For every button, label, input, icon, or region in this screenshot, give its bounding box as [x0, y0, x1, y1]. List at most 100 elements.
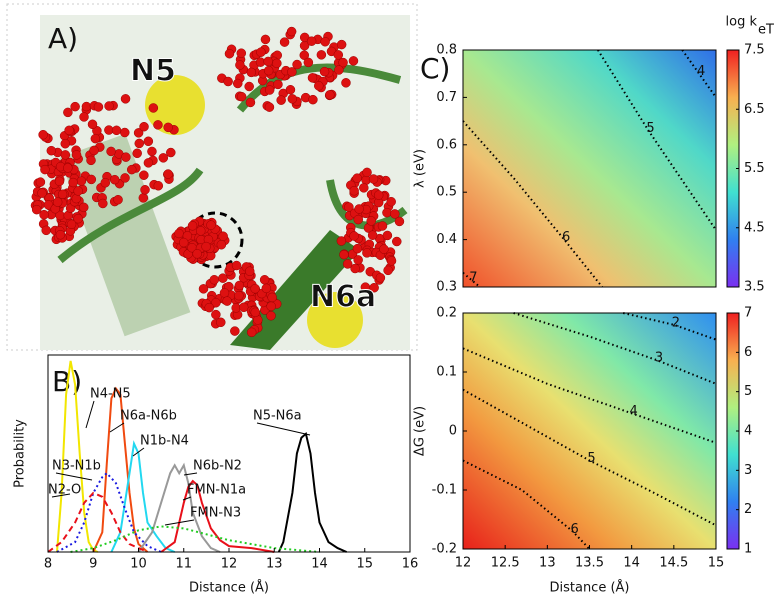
- atom: [308, 73, 317, 82]
- atom: [260, 275, 269, 284]
- y-axis-label: λ (eV): [413, 149, 428, 188]
- atom: [280, 38, 289, 47]
- atom: [379, 245, 388, 254]
- atom: [56, 230, 65, 239]
- atom: [144, 158, 153, 167]
- atom: [317, 50, 326, 59]
- atom: [87, 156, 96, 165]
- y-tick-label: 0.8: [436, 43, 457, 58]
- atom: [202, 242, 211, 251]
- atom: [42, 226, 51, 235]
- atom: [286, 85, 295, 94]
- atom: [265, 103, 274, 112]
- series-label: FMN-N3: [190, 506, 241, 521]
- contour-label: 5: [646, 121, 654, 136]
- y-tick-label: 0.7: [436, 90, 457, 105]
- atom: [196, 226, 205, 235]
- atom: [47, 146, 56, 155]
- atom: [256, 48, 265, 57]
- atom: [367, 216, 376, 225]
- series-label: N5-N6a: [253, 409, 302, 424]
- atom: [94, 102, 103, 111]
- series-label: FMN-N1a: [187, 483, 246, 498]
- atom: [265, 86, 274, 95]
- atom: [234, 291, 243, 300]
- atom: [230, 327, 239, 336]
- series-label: N2-O: [48, 483, 81, 498]
- atom: [110, 175, 119, 184]
- atom: [149, 103, 158, 112]
- atom: [277, 96, 286, 105]
- atom: [58, 190, 67, 199]
- atom: [120, 128, 129, 137]
- y-tick-label: 0: [449, 424, 457, 439]
- atom: [32, 205, 41, 214]
- series-line: [279, 434, 347, 552]
- atom: [39, 130, 48, 139]
- atom: [233, 79, 242, 88]
- y-tick-label: -0.1: [432, 483, 457, 498]
- atom: [154, 181, 163, 190]
- series-line: [71, 526, 320, 552]
- atom: [55, 177, 64, 186]
- atom: [392, 237, 401, 246]
- atom: [121, 173, 130, 182]
- atom: [164, 170, 173, 179]
- atom: [67, 220, 76, 229]
- series-label: N6b-N2: [193, 459, 242, 474]
- atom: [287, 27, 296, 36]
- atom: [223, 297, 232, 306]
- atom: [77, 177, 86, 186]
- y-tick-label: -0.2: [432, 542, 457, 557]
- atom: [251, 308, 260, 317]
- atom: [354, 255, 363, 264]
- atom: [288, 94, 297, 103]
- series-label: N6a-N6b: [120, 409, 177, 424]
- series-label: N4-N5: [90, 387, 131, 402]
- x-tick-label: 14.5: [659, 556, 688, 571]
- atom: [374, 191, 383, 200]
- colorbar-tick-label: 4: [744, 424, 752, 439]
- x-tick-label: 14: [623, 556, 640, 571]
- atom: [153, 120, 162, 129]
- y-tick-label: 0.4: [436, 232, 457, 247]
- atom: [355, 204, 364, 213]
- atom: [112, 126, 121, 135]
- atom: [264, 57, 273, 66]
- atom: [390, 209, 399, 218]
- colorbar-tick-label: 1: [744, 542, 752, 557]
- atom: [341, 78, 350, 87]
- atom: [246, 98, 255, 107]
- atom: [247, 68, 256, 77]
- atom: [350, 232, 359, 241]
- atom: [105, 101, 114, 110]
- atom: [139, 193, 148, 202]
- atom: [334, 66, 343, 75]
- contour-label: 4: [697, 64, 705, 79]
- x-tick-label: 9: [89, 557, 97, 572]
- atom: [353, 244, 362, 253]
- atom: [141, 185, 150, 194]
- atom: [199, 284, 208, 293]
- atom: [225, 49, 234, 58]
- atom: [61, 139, 70, 148]
- atom: [188, 221, 197, 230]
- atom: [114, 195, 123, 204]
- x-tick-label: 11: [175, 557, 192, 572]
- atom: [272, 59, 281, 68]
- colorbar-tick-label: 7.5: [744, 43, 765, 58]
- x-tick-label: 13: [266, 557, 283, 572]
- y-tick-label: 0.5: [436, 185, 457, 200]
- colorbar-label: log k: [726, 15, 758, 30]
- atom: [121, 94, 130, 103]
- atom: [135, 139, 144, 148]
- colorbar-tick-label: 3: [744, 463, 752, 478]
- atom: [147, 147, 156, 156]
- x-tick-label: 13.5: [575, 556, 604, 571]
- atom: [210, 275, 219, 284]
- atom: [174, 229, 183, 238]
- atom-label: N5: [130, 54, 176, 89]
- x-tick-label: 8: [44, 557, 52, 572]
- atom: [127, 165, 136, 174]
- atom: [220, 288, 229, 297]
